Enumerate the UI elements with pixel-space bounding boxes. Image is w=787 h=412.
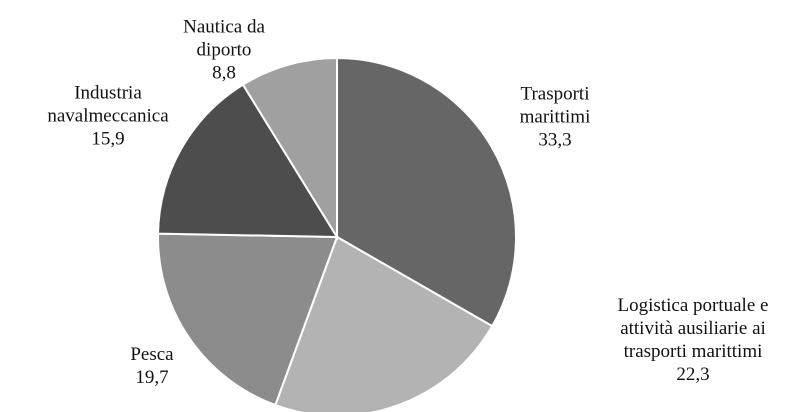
value-label: 8,8 bbox=[212, 62, 236, 84]
category-label: Trasporti marittimi bbox=[519, 83, 591, 128]
slice-label: Logistica portuale e attività ausiliarie… bbox=[608, 294, 778, 386]
category-label: Pesca bbox=[130, 344, 174, 365]
pie-slice bbox=[157, 83, 339, 239]
pie-slice bbox=[157, 232, 339, 407]
slice-label: Pesca 19,7 bbox=[112, 343, 192, 389]
category-label: Logistica portuale e attività ausiliarie… bbox=[617, 295, 769, 362]
slice-label: Industria navalmeccanica 15,9 bbox=[33, 82, 183, 151]
slice-label: Nautica da diporto 8,8 bbox=[169, 16, 279, 85]
pie-slice bbox=[274, 235, 494, 412]
slice-label: Trasporti marittimi 33,3 bbox=[505, 83, 605, 152]
value-label: 33,3 bbox=[538, 129, 572, 151]
value-label: 15,9 bbox=[91, 128, 125, 150]
category-label: Nautica da diporto bbox=[183, 16, 265, 61]
pie-slice bbox=[241, 56, 338, 241]
category-label: Industria navalmeccanica bbox=[47, 82, 169, 127]
value-label: 22,3 bbox=[676, 364, 710, 385]
pie-slice bbox=[336, 56, 517, 328]
value-label: 19,7 bbox=[135, 367, 169, 388]
